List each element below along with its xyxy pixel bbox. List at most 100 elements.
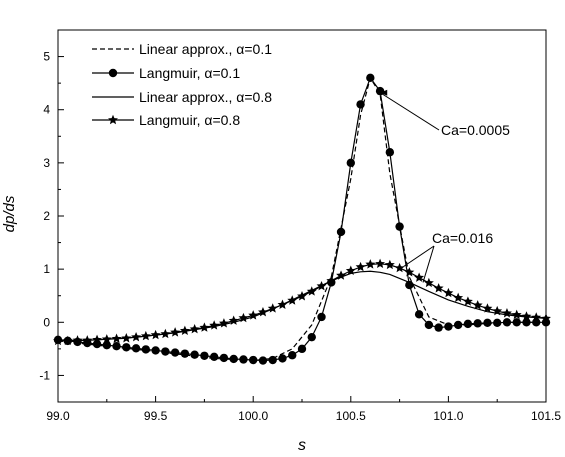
circle-marker (366, 74, 374, 82)
circle-marker (210, 353, 218, 361)
series-line (58, 264, 546, 341)
star-marker (108, 115, 118, 124)
legend: Linear approx., α=0.1 Langmuir, α=0.1 Line… (92, 41, 272, 128)
circle-marker (337, 228, 345, 236)
y-tick-label: 1 (43, 262, 50, 276)
circle-marker (171, 348, 179, 356)
star-marker (443, 288, 453, 297)
star-marker (199, 322, 209, 331)
x-tick-label: 101.5 (531, 409, 561, 423)
x-tick-label: 99.5 (144, 409, 168, 423)
circle-marker (464, 320, 472, 328)
series-3 (58, 271, 546, 341)
star-marker (170, 327, 180, 336)
circle-marker (161, 347, 169, 355)
circle-marker (483, 319, 491, 327)
series-layer (53, 74, 551, 365)
star-marker (160, 329, 170, 338)
star-marker (375, 259, 385, 268)
y-tick-label: 2 (43, 209, 50, 223)
star-marker (121, 333, 131, 342)
star-marker (141, 331, 151, 340)
circle-marker (473, 319, 481, 327)
circle-marker (493, 319, 501, 327)
star-marker (463, 296, 473, 305)
circle-marker (386, 148, 394, 156)
circle-marker (122, 343, 130, 351)
circle-marker (356, 100, 364, 108)
circle-marker (249, 356, 257, 364)
star-marker (209, 320, 219, 329)
axis-ticks: 99.0 99.5 100.0 100.5 101.0 101.5-1012345 (39, 30, 561, 423)
circle-marker (522, 318, 530, 326)
series-4 (53, 259, 551, 345)
circle-marker (190, 351, 198, 359)
series-line (58, 271, 546, 341)
circle-marker (109, 69, 117, 77)
star-marker (453, 293, 463, 302)
circle-marker (103, 341, 111, 349)
annotation-arrow (380, 93, 439, 130)
star-marker (307, 286, 317, 295)
circle-marker (200, 352, 208, 360)
annotation-label: Ca=0.0005 (441, 122, 510, 138)
star-marker (404, 267, 414, 276)
star-marker (180, 326, 190, 335)
circle-marker (288, 351, 296, 359)
star-marker (219, 318, 229, 327)
star-marker (424, 278, 434, 287)
star-marker (395, 263, 405, 272)
circle-marker (132, 344, 140, 352)
legend-label: Langmuir, α=0.1 (139, 65, 240, 81)
circle-marker (317, 313, 325, 321)
annotation-label: Ca=0.016 (432, 230, 493, 246)
star-marker (365, 259, 375, 268)
star-marker (512, 310, 522, 319)
star-marker (151, 330, 161, 339)
circle-marker (142, 345, 150, 353)
star-marker (434, 283, 444, 292)
circle-marker (425, 321, 433, 329)
circle-marker (151, 346, 159, 354)
circle-marker (220, 354, 228, 362)
star-marker (414, 272, 424, 281)
circle-marker (503, 318, 511, 326)
circle-marker (444, 322, 452, 330)
annotation-layer: Ca=0.0005 Ca=0.016 (380, 90, 510, 283)
circle-marker (454, 321, 462, 329)
circle-marker (239, 355, 247, 363)
star-marker (385, 260, 395, 269)
circle-marker (308, 333, 316, 341)
circle-marker (112, 342, 120, 350)
series-2 (54, 74, 550, 365)
x-tick-label: 100.5 (336, 409, 366, 423)
circle-marker (181, 349, 189, 357)
circle-marker (434, 323, 442, 331)
y-tick-label: 0 (43, 315, 50, 329)
circle-marker (347, 159, 355, 167)
annotation-arrow (423, 246, 434, 282)
star-marker (131, 332, 141, 341)
star-marker (317, 281, 327, 290)
legend-label: Linear approx., α=0.8 (139, 89, 272, 105)
star-marker (356, 262, 366, 271)
y-tick-label: 3 (43, 156, 50, 170)
x-tick-label: 101.0 (433, 409, 463, 423)
y-axis-label: dp/ds (1, 195, 18, 232)
star-marker (502, 308, 512, 317)
x-tick-label: 100.0 (238, 409, 268, 423)
circle-marker (259, 356, 267, 364)
y-tick-label: 4 (43, 103, 50, 117)
star-marker (278, 300, 288, 309)
star-marker (287, 295, 297, 304)
circle-marker (298, 345, 306, 353)
circle-marker (415, 310, 423, 318)
circle-marker (278, 354, 286, 362)
circle-marker (395, 222, 403, 230)
legend-label: Linear approx., α=0.1 (139, 41, 272, 57)
x-axis-label: s (298, 437, 306, 454)
y-tick-label: -1 (39, 368, 50, 382)
circle-marker (269, 356, 277, 364)
star-marker (112, 334, 122, 343)
